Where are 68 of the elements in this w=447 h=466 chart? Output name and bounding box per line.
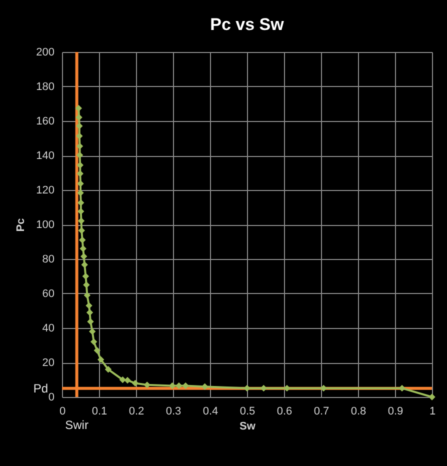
point (80, 245, 86, 252)
y-axis-title: Pc (15, 218, 28, 232)
point (88, 328, 96, 335)
y-tick-label: 80 (42, 254, 54, 266)
x-tick-label: 0.5 (240, 406, 256, 418)
point (144, 382, 150, 388)
x-tick-label: 0.4 (202, 406, 218, 418)
point (78, 208, 84, 215)
x-tick-label: 0.2 (128, 406, 144, 418)
point (78, 199, 84, 206)
point (398, 384, 406, 392)
x-tick-label: 0.8 (350, 406, 366, 418)
point (182, 382, 189, 390)
point (76, 162, 84, 169)
point (76, 152, 84, 159)
point (428, 394, 436, 400)
x-tick-label: 1 (429, 406, 436, 418)
y-tick-label: 100 (36, 219, 54, 231)
y-tick-label: 0 (48, 392, 54, 404)
x-tick-label: 0.9 (388, 406, 404, 418)
point (75, 104, 82, 112)
x-tick-label: 0.1 (92, 406, 108, 418)
y-tick-label: 200 (36, 46, 54, 58)
chart-title: Pc vs Sw (210, 15, 285, 34)
point (86, 309, 94, 316)
y-tick-label: 20 (42, 357, 54, 369)
ref-line-label: Pd (33, 381, 48, 396)
point (87, 318, 94, 325)
x-tick-label: 0 (59, 406, 66, 418)
y-tick-label: 160 (36, 116, 54, 128)
point (84, 292, 91, 299)
point (86, 302, 92, 309)
point (78, 218, 85, 224)
point (320, 384, 327, 392)
point (94, 347, 101, 354)
point (244, 384, 250, 392)
point (83, 282, 90, 288)
point (76, 170, 84, 177)
x-tick-label: 0.3 (166, 406, 182, 418)
x-axis-title: Sw (240, 420, 256, 432)
y-tick-label: 140 (36, 150, 54, 162)
x-tick-label: 0.6 (276, 406, 292, 418)
point (76, 142, 84, 150)
point (77, 190, 84, 196)
point (104, 366, 112, 373)
point (284, 384, 290, 392)
point (81, 261, 88, 268)
point (176, 382, 182, 390)
point (77, 180, 84, 187)
point (76, 132, 83, 140)
point (124, 376, 131, 384)
point (97, 356, 104, 363)
y-tick-label: 120 (36, 184, 54, 196)
y-tick-label: 60 (42, 288, 54, 300)
x-tick-label: 0.7 (314, 406, 330, 418)
point (80, 253, 88, 260)
point (78, 227, 85, 234)
ref-line-label: Swir (65, 418, 88, 432)
point (168, 382, 176, 390)
y-tick-label: 180 (36, 81, 54, 93)
point (90, 338, 98, 346)
y-tick-label: 40 (42, 322, 54, 334)
point (132, 380, 139, 387)
point (82, 272, 90, 280)
point (78, 236, 86, 244)
point (260, 384, 268, 392)
point (76, 114, 82, 121)
point (76, 122, 83, 130)
